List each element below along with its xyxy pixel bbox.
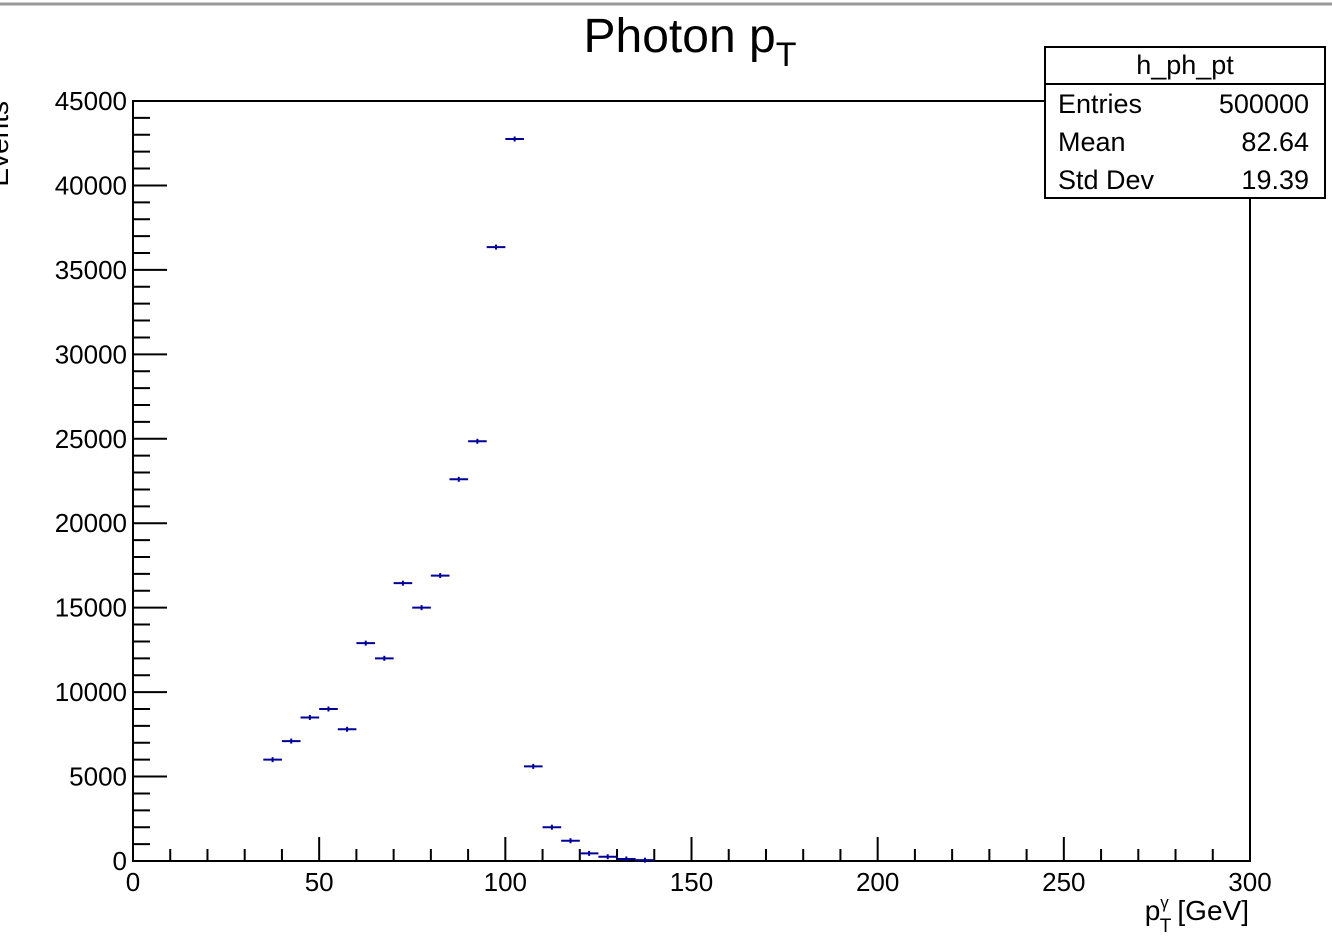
- x-label-sup: γ: [1160, 893, 1169, 912]
- stats-label: Mean: [1058, 127, 1126, 157]
- y-tick-label: 10000: [55, 677, 127, 707]
- stats-value: 500000: [1219, 89, 1309, 119]
- y-tick-label: 5000: [69, 762, 127, 792]
- y-tick-label: 25000: [55, 424, 127, 454]
- x-tick-label: 50: [305, 867, 334, 897]
- chart-title: Photon pT: [584, 10, 797, 74]
- x-tick-label: 150: [670, 867, 713, 897]
- x-tick-label: 200: [856, 867, 899, 897]
- y-tick-label: 15000: [55, 593, 127, 623]
- stats-box: h_ph_pt Entries 500000 Mean 82.64 Std Dev 19.…: [1044, 46, 1326, 199]
- stats-label: Std Dev: [1058, 165, 1155, 195]
- title-main: Photon p: [584, 10, 776, 63]
- x-tick-label: 100: [484, 867, 527, 897]
- title-sub: T: [776, 36, 797, 74]
- stats-value: 82.64: [1241, 127, 1309, 157]
- y-tick-label: 30000: [55, 339, 127, 369]
- y-axis-label: Events: [0, 101, 14, 187]
- stats-value: 19.39: [1241, 165, 1309, 195]
- x-tick-label: 300: [1228, 867, 1271, 897]
- y-tick-label: 45000: [55, 86, 127, 116]
- x-label-unit: [GeV]: [1177, 895, 1249, 926]
- y-tick-label: 20000: [55, 508, 127, 538]
- stats-frame: [1044, 46, 1326, 199]
- plot-frame: [132, 100, 1251, 862]
- y-tick-label: 0: [113, 846, 127, 876]
- x-axis-label: pγ T[GeV]: [1145, 893, 1249, 937]
- stats-title: h_ph_pt: [1136, 50, 1234, 80]
- y-tick-label: 40000: [55, 170, 127, 200]
- x-label-main: p: [1145, 895, 1161, 926]
- y-tick-label: 35000: [55, 255, 127, 285]
- x-tick-label: 250: [1042, 867, 1085, 897]
- x-tick-label: 0: [126, 867, 140, 897]
- stats-label: Entries: [1058, 89, 1142, 119]
- x-label-sub: T: [1160, 916, 1172, 937]
